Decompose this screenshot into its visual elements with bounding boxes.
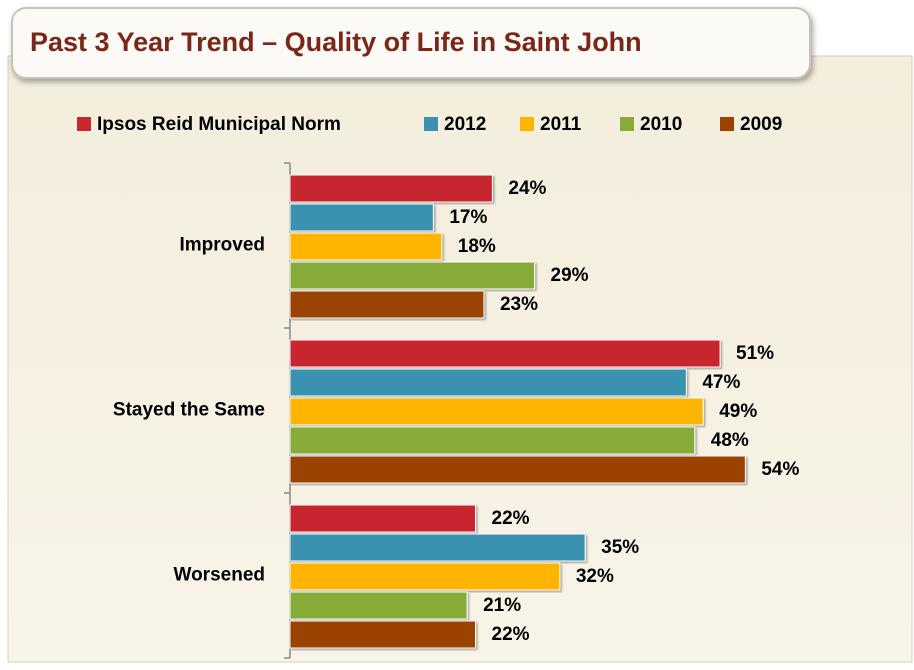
bar bbox=[289, 562, 561, 591]
value-label: 49% bbox=[719, 401, 757, 422]
bar bbox=[289, 591, 468, 620]
bar bbox=[289, 455, 746, 484]
value-label: 24% bbox=[508, 178, 546, 199]
legend-label: 2012 bbox=[444, 114, 486, 135]
bar bbox=[289, 533, 586, 562]
bar bbox=[289, 504, 477, 533]
value-label: 51% bbox=[736, 343, 774, 364]
chart-title: Past 3 Year Trend – Quality of Life in S… bbox=[30, 27, 642, 57]
bar bbox=[289, 261, 536, 290]
value-label: 22% bbox=[492, 508, 530, 529]
category-label: Worsened bbox=[173, 565, 265, 586]
legend-label: 2010 bbox=[640, 114, 682, 135]
bar bbox=[289, 203, 434, 232]
value-label: 47% bbox=[702, 372, 740, 393]
legend-swatch bbox=[424, 117, 438, 131]
bar bbox=[289, 426, 696, 455]
value-label: 32% bbox=[576, 566, 614, 587]
legend-label: Ipsos Reid Municipal Norm bbox=[97, 114, 341, 135]
value-label: 23% bbox=[500, 294, 538, 315]
bar bbox=[289, 290, 485, 319]
legend-swatch bbox=[77, 117, 91, 131]
value-label: 21% bbox=[483, 595, 521, 616]
value-label: 29% bbox=[551, 265, 589, 286]
value-label: 35% bbox=[601, 537, 639, 558]
bar bbox=[289, 174, 493, 203]
legend-label: 2009 bbox=[740, 114, 782, 135]
bar bbox=[289, 339, 721, 368]
legend-swatch bbox=[720, 117, 734, 131]
legend-swatch bbox=[520, 117, 534, 131]
value-label: 22% bbox=[492, 624, 530, 645]
value-label: 17% bbox=[449, 207, 487, 228]
title-box bbox=[11, 7, 811, 79]
category-label: Stayed the Same bbox=[113, 400, 265, 421]
bar bbox=[289, 397, 704, 426]
bar bbox=[289, 368, 687, 397]
legend-swatch bbox=[620, 117, 634, 131]
value-label: 18% bbox=[458, 236, 496, 257]
value-label: 54% bbox=[761, 459, 799, 480]
bar bbox=[289, 620, 477, 649]
bar bbox=[289, 232, 443, 261]
category-label: Improved bbox=[179, 235, 265, 256]
value-label: 48% bbox=[711, 430, 749, 451]
legend-label: 2011 bbox=[540, 114, 582, 135]
